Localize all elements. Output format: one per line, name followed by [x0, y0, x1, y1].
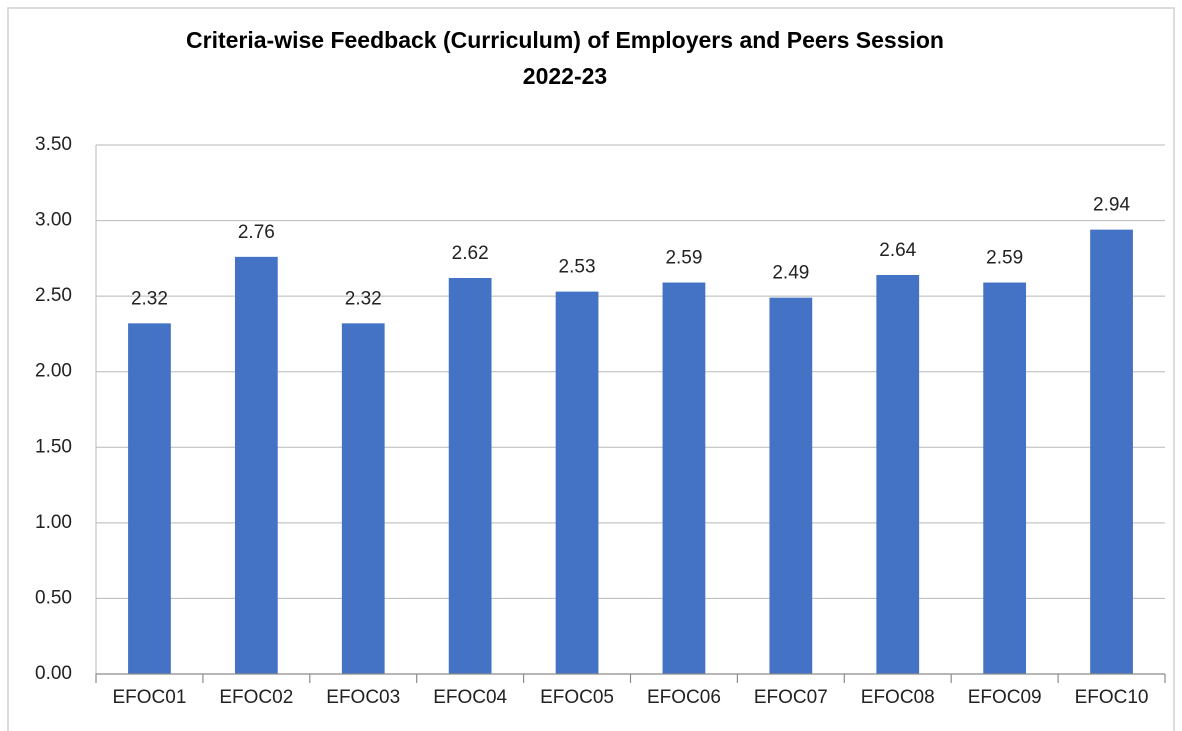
y-tick-label: 2.00	[35, 361, 72, 382]
x-tick-label: EFOC02	[219, 687, 293, 708]
bar	[128, 323, 171, 674]
bar	[448, 278, 492, 674]
bar	[876, 274, 920, 674]
y-tick-label: 1.50	[35, 436, 72, 457]
y-tick-label: 3.00	[35, 210, 72, 231]
chart-frame	[7, 7, 1175, 731]
data-label: 2.32	[131, 288, 168, 309]
data-label: 2.62	[452, 243, 489, 264]
bar	[234, 256, 278, 674]
data-label: 2.49	[772, 263, 809, 284]
y-tick-label: 3.50	[35, 134, 72, 155]
data-label: 2.59	[665, 248, 702, 269]
x-tick-label: EFOC01	[112, 687, 186, 708]
data-label: 2.32	[345, 288, 382, 309]
y-tick-label: 2.50	[35, 285, 72, 306]
bar	[341, 323, 385, 674]
x-tick-label: EFOC08	[861, 687, 935, 708]
bar	[662, 282, 706, 674]
x-tick-label: EFOC05	[540, 687, 614, 708]
data-label: 2.94	[1093, 195, 1130, 216]
x-tick-label: EFOC04	[433, 687, 507, 708]
data-label: 2.64	[879, 240, 916, 261]
y-tick-label: 0.50	[35, 587, 72, 608]
data-label: 2.76	[238, 222, 275, 243]
y-tick-label: 1.00	[35, 512, 72, 533]
chart-title: Criteria-wise Feedback (Curriculum) of E…	[186, 27, 944, 53]
x-tick-label: EFOC10	[1075, 687, 1149, 708]
x-tick-label: EFOC09	[968, 687, 1042, 708]
x-tick-label: EFOC03	[326, 687, 400, 708]
bar	[769, 297, 813, 674]
bar	[983, 282, 1027, 674]
bar	[555, 291, 599, 674]
x-tick-label: EFOC06	[647, 687, 721, 708]
bar	[1090, 229, 1133, 674]
chart-title: 2022-23	[523, 63, 607, 89]
x-tick-label: EFOC07	[754, 687, 828, 708]
y-tick-label: 0.00	[35, 663, 72, 684]
data-label: 2.59	[986, 248, 1023, 269]
data-label: 2.53	[559, 257, 596, 278]
